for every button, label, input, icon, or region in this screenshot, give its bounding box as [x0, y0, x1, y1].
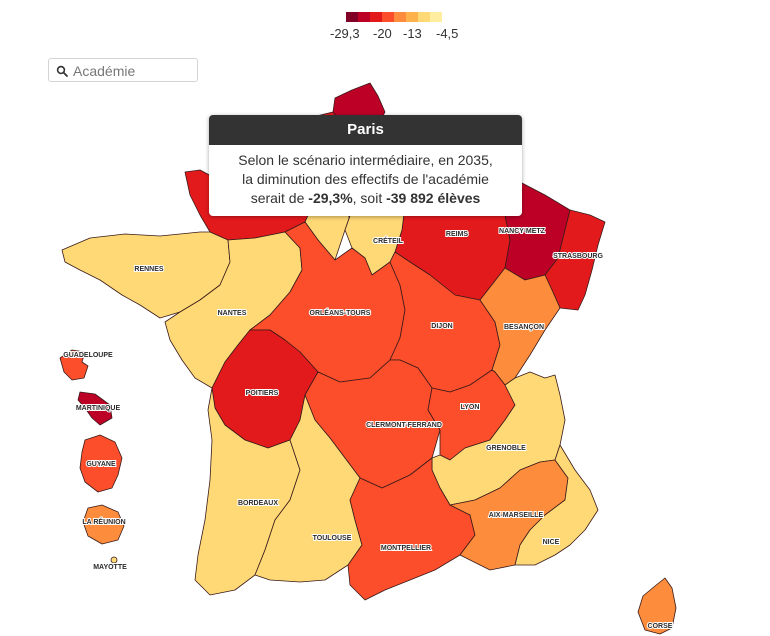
tooltip-line-2: la diminution des effectifs de l'académi… [242, 171, 489, 187]
region-label-nice: NICE [543, 539, 560, 546]
region-label-toulouse: TOULOUSE [313, 535, 352, 542]
region-label-creteil: CRÉTEIL [373, 236, 404, 245]
region-label-corse: CORSE [648, 623, 673, 630]
legend-swatch-2 [370, 12, 382, 22]
region-label-lyon: LYON [461, 404, 480, 411]
legend-label-2: -20 [373, 26, 392, 41]
legend-swatch-0 [346, 12, 358, 22]
region-corse[interactable] [637, 577, 677, 635]
tooltip-percentage: -29,3% [308, 190, 353, 206]
tooltip-line-3: serait de -29,3%, soit -39 892 élèves [219, 189, 512, 208]
legend-swatch-4 [394, 12, 406, 22]
region-besancon[interactable] [479, 267, 561, 386]
legend-swatch-5 [406, 12, 418, 22]
legend-swatch-1 [358, 12, 370, 22]
region-label-dijon: DIJON [431, 323, 452, 330]
legend-label-min: -29,3 [330, 26, 360, 41]
region-label-guadeloupe: GUADELOUPE [63, 352, 113, 359]
region-guadeloupe[interactable] [59, 349, 89, 381]
legend-color-scale [346, 12, 442, 22]
region-label-montpellier: MONTPELLIER [381, 545, 431, 552]
tooltip-line-3-prefix: serait de [250, 190, 309, 206]
region-label-clermont-ferrand: CLERMONT-FERRAND [366, 422, 442, 429]
region-label-mayotte: MAYOTTE [93, 564, 127, 571]
region-la-reunion[interactable] [82, 504, 125, 545]
tooltip-line-1: Selon le scénario intermédiaire, en 2035… [238, 152, 493, 168]
region-label-guyane: GUYANE [86, 461, 116, 468]
region-strasbourg[interactable] [544, 209, 606, 311]
region-tooltip: Paris Selon le scénario intermédiaire, e… [209, 115, 522, 216]
region-label-rennes: RENNES [134, 266, 164, 273]
legend-swatch-3 [382, 12, 394, 22]
region-montpellier[interactable] [347, 457, 476, 601]
tooltip-line-3-mid: , soit [352, 190, 387, 206]
region-nice[interactable] [514, 444, 599, 566]
region-mayotte[interactable] [110, 556, 118, 564]
tooltip-student-count: -39 892 élèves [386, 190, 481, 206]
region-label-aix-marseille: AIX-MARSEILLE [489, 512, 544, 519]
region-label-reims: REIMS [446, 231, 469, 238]
region-label-poitiers: POITIERS [246, 390, 279, 397]
legend-label-max: -4,5 [436, 26, 459, 41]
region-label-strasbourg: STRASBOURG [553, 253, 603, 260]
search-input[interactable] [71, 61, 195, 81]
region-label-grenoble: GRENOBLE [486, 445, 526, 452]
region-label-la-reunion: LA RÉUNION [82, 517, 125, 526]
academie-search-box[interactable] [48, 58, 198, 82]
legend-swatch-6 [418, 12, 430, 22]
region-martinique[interactable] [77, 391, 113, 426]
region-label-martinique: MARTINIQUE [76, 405, 121, 412]
region-guyane[interactable] [79, 434, 123, 493]
legend-label-3: -13 [403, 26, 422, 41]
region-label-bordeaux: BORDEAUX [238, 500, 278, 507]
color-legend: -29,3 -20 -13 -4,5 [330, 10, 470, 46]
tooltip-body: Selon le scénario intermédiaire, en 2035… [209, 145, 522, 216]
region-label-nancy-metz: NANCY-METZ [499, 228, 546, 235]
search-icon [56, 65, 68, 77]
region-label-nantes: NANTES [218, 310, 247, 317]
region-label-besancon: BESANÇON [504, 324, 544, 331]
tooltip-title: Paris [209, 115, 522, 145]
legend-swatch-7 [430, 12, 442, 22]
region-label-orleans-tours: ORLÉANS-TOURS [310, 308, 371, 317]
